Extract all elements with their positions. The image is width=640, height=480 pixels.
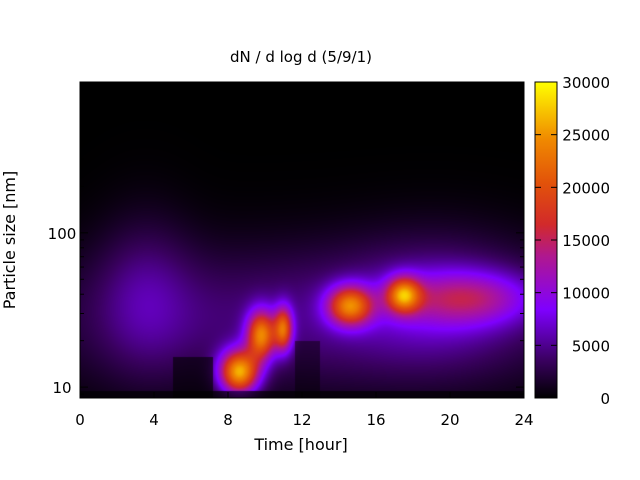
x-tick-label: 20 bbox=[440, 411, 459, 429]
x-tick-label: 0 bbox=[75, 411, 85, 429]
x-tick-label: 16 bbox=[366, 411, 385, 429]
chart-title: dN / d log d (5/9/1) bbox=[230, 48, 372, 66]
x-tick-label: 24 bbox=[514, 411, 533, 429]
y-tick-label: 100 bbox=[48, 225, 77, 243]
y-axis: 10 100 bbox=[48, 85, 524, 397]
x-tick-label: 12 bbox=[292, 411, 311, 429]
colorbar-tick-label: 10000 bbox=[562, 285, 610, 303]
colorbar-tick-label: 15000 bbox=[562, 232, 610, 250]
x-axis: 0 4 8 12 16 20 24 bbox=[75, 82, 534, 429]
colorbar-ticks: 0 5000 10000 15000 20000 25000 30000 bbox=[535, 74, 610, 408]
colorbar: 0 5000 10000 15000 20000 25000 30000 bbox=[534, 74, 610, 408]
colorbar-tick-label: 25000 bbox=[562, 127, 610, 145]
y-tick-label: 10 bbox=[52, 379, 71, 397]
colorbar-tick-label: 30000 bbox=[562, 74, 610, 92]
heatmap-area bbox=[79, 81, 525, 399]
colorbar-tick-label: 5000 bbox=[572, 337, 610, 355]
x-axis-label: Time [hour] bbox=[253, 435, 347, 454]
x-tick-label: 4 bbox=[149, 411, 159, 429]
x-tick-label: 8 bbox=[223, 411, 233, 429]
colorbar-tick-label: 0 bbox=[600, 390, 610, 408]
y-axis-label: Particle size [nm] bbox=[0, 171, 19, 310]
colorbar-tick-label: 20000 bbox=[562, 179, 610, 197]
